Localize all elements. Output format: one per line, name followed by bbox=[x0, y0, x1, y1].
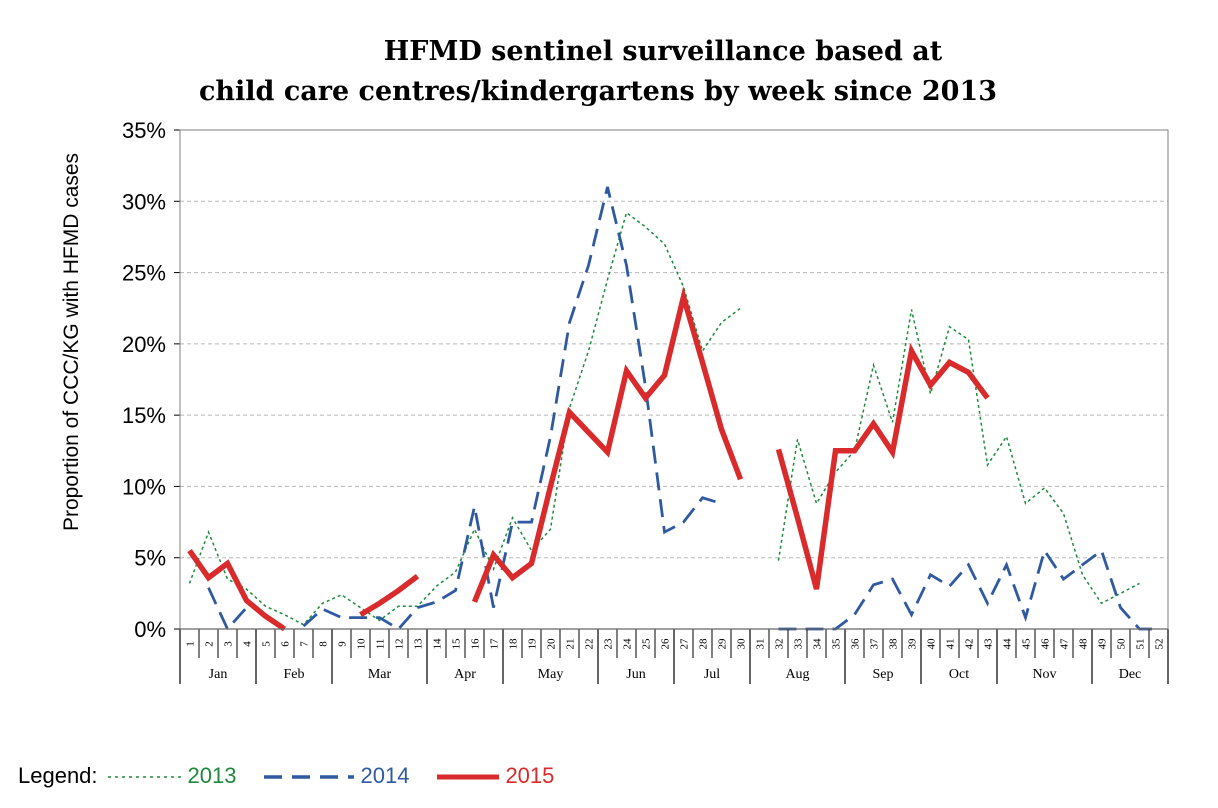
week-label: 3 bbox=[223, 641, 235, 647]
week-label: 35 bbox=[831, 638, 843, 650]
week-label: 19 bbox=[527, 638, 539, 650]
y-tick-label: 30% bbox=[122, 189, 166, 214]
week-label: 44 bbox=[1002, 638, 1014, 650]
week-label: 10 bbox=[356, 638, 368, 650]
y-tick-label: 5% bbox=[134, 546, 166, 571]
week-label: 45 bbox=[1021, 638, 1033, 650]
y-axis-label: Proportion of CCC/KG with HFMD cases bbox=[60, 153, 83, 531]
month-label: Dec bbox=[1119, 667, 1142, 682]
week-label: 6 bbox=[280, 641, 292, 647]
month-label: Feb bbox=[284, 667, 305, 682]
week-label: 12 bbox=[394, 639, 406, 650]
legend-label-2014: 2014 bbox=[360, 763, 410, 788]
chart-title-line-2: child care centres/kindergartens by week… bbox=[199, 76, 997, 107]
month-label: Jul bbox=[704, 667, 720, 682]
week-label: 30 bbox=[736, 638, 748, 650]
week-label: 50 bbox=[1116, 638, 1128, 650]
week-label: 17 bbox=[489, 638, 501, 650]
week-label: 13 bbox=[413, 638, 425, 650]
week-label: 16 bbox=[470, 638, 482, 650]
plot-area-frame bbox=[179, 129, 1169, 630]
month-label: May bbox=[538, 667, 564, 682]
month-label: Nov bbox=[1032, 667, 1056, 682]
week-label: 51 bbox=[1135, 639, 1147, 650]
legend: Legend: 2013 2014 2015 bbox=[18, 763, 572, 789]
week-label: 52 bbox=[1154, 639, 1166, 650]
week-label: 24 bbox=[622, 638, 634, 650]
series-line-2015 bbox=[471, 286, 744, 603]
week-label: 14 bbox=[432, 638, 444, 650]
week-label: 20 bbox=[546, 638, 558, 650]
week-label: 11 bbox=[375, 639, 387, 650]
week-label: 38 bbox=[888, 638, 900, 650]
y-tick-labels: 0% 5% 10% 15% 20% 25% 30% 35% bbox=[122, 118, 166, 642]
series-line-2014 bbox=[302, 186, 722, 631]
week-label: 7 bbox=[299, 641, 311, 647]
week-label: 2 bbox=[204, 641, 216, 647]
hfmd-line-chart: HFMD sentinel surveillance based at chil… bbox=[60, 36, 1169, 684]
legend-swatch-2013 bbox=[107, 763, 182, 789]
y-tick-label: 15% bbox=[122, 403, 166, 428]
series-line-2015 bbox=[187, 549, 287, 632]
week-label: 22 bbox=[584, 639, 596, 650]
week-label: 43 bbox=[983, 638, 995, 650]
series-line-2013 bbox=[777, 309, 1140, 605]
week-label: 37 bbox=[869, 638, 881, 650]
y-tick-label: 10% bbox=[122, 474, 166, 499]
legend-prefix: Legend: bbox=[18, 763, 98, 788]
week-label: 21 bbox=[565, 639, 577, 650]
series-line-2015 bbox=[775, 343, 990, 590]
week-label: 25 bbox=[641, 638, 653, 650]
week-label: 36 bbox=[850, 638, 862, 650]
week-label: 23 bbox=[603, 638, 615, 650]
y-tick-label: 35% bbox=[122, 118, 166, 143]
week-label: 42 bbox=[964, 639, 976, 650]
week-label: 47 bbox=[1059, 638, 1071, 650]
month-label: Apr bbox=[454, 667, 476, 682]
week-label: 41 bbox=[945, 639, 957, 650]
week-label: 4 bbox=[242, 641, 254, 647]
week-label: 15 bbox=[451, 638, 463, 650]
week-label: 48 bbox=[1078, 638, 1090, 650]
week-label: 26 bbox=[660, 638, 672, 650]
gridlines bbox=[174, 129, 1168, 630]
week-label: 9 bbox=[337, 641, 349, 647]
series-line-2014 bbox=[778, 547, 1159, 631]
week-label: 39 bbox=[907, 638, 919, 650]
x-axis: 1 2 3 4 5 6 7 8 9 10 11 12 13 14 15 16 17 18 19 20 21 22 23 24 2… bbox=[179, 628, 1169, 684]
chart-title-line-1: HFMD sentinel surveillance based at bbox=[384, 36, 943, 67]
y-tick-label: 0% bbox=[134, 617, 166, 642]
week-label: 49 bbox=[1097, 638, 1109, 650]
week-label: 40 bbox=[926, 638, 938, 650]
week-label: 29 bbox=[717, 638, 729, 650]
month-label: Jan bbox=[209, 667, 228, 682]
month-label: Oct bbox=[949, 667, 969, 682]
series-line-2014 bbox=[207, 587, 248, 632]
legend-label-2013: 2013 bbox=[187, 763, 237, 788]
week-label: 34 bbox=[812, 638, 824, 650]
y-tick-label: 25% bbox=[122, 261, 166, 286]
week-label: 1 bbox=[185, 641, 197, 647]
month-label: Jun bbox=[626, 667, 645, 682]
week-label: 46 bbox=[1040, 638, 1052, 650]
week-label: 27 bbox=[679, 638, 691, 650]
series-line-2015 bbox=[359, 574, 420, 618]
week-label: 31 bbox=[755, 639, 767, 650]
week-label: 32 bbox=[774, 639, 786, 650]
legend-swatch-2014 bbox=[264, 763, 355, 789]
month-label: Sep bbox=[873, 667, 894, 682]
month-label: Aug bbox=[785, 667, 809, 682]
week-label: 28 bbox=[698, 638, 710, 650]
series-line-2013 bbox=[188, 211, 741, 626]
legend-swatch-2015 bbox=[437, 763, 500, 789]
week-label: 5 bbox=[261, 641, 273, 647]
week-label: 33 bbox=[793, 638, 805, 650]
series-lines bbox=[187, 186, 1159, 632]
legend-label-2015: 2015 bbox=[505, 763, 555, 788]
y-tick-label: 20% bbox=[122, 332, 166, 357]
week-label: 8 bbox=[318, 641, 330, 647]
week-label: 18 bbox=[508, 638, 520, 650]
month-label: Mar bbox=[368, 667, 392, 682]
